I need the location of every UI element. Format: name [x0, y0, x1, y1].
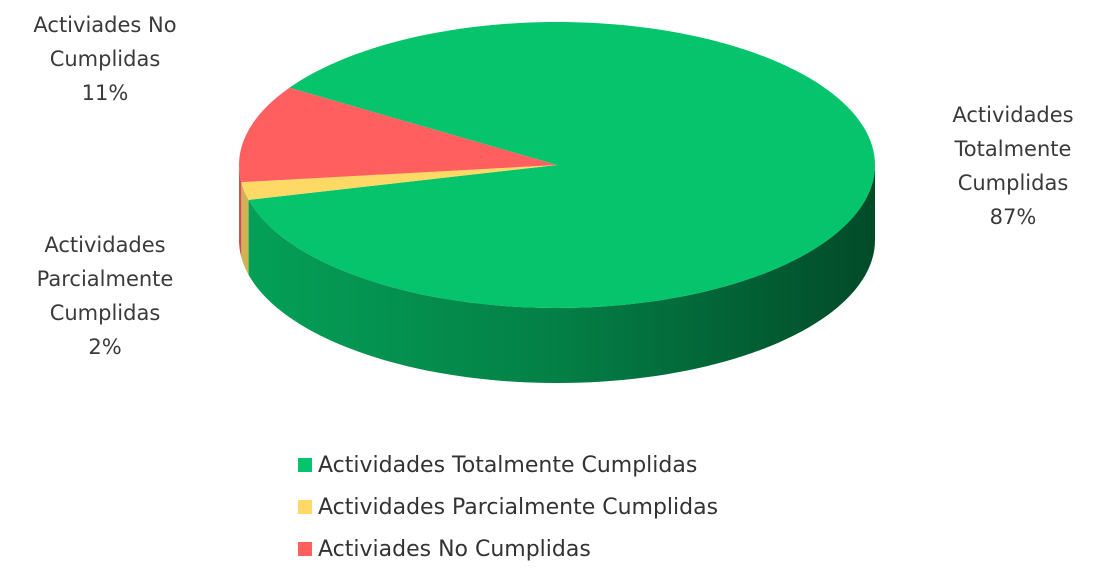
- slice: [241, 165, 558, 200]
- slice-side-shade: [241, 182, 249, 275]
- data-label-value: 11%: [81, 81, 129, 105]
- chart: [239, 22, 875, 383]
- legend-label: Activiades No Cumplidas: [318, 536, 591, 562]
- slice: [248, 22, 875, 308]
- data-label: Activiades No Cumplidas 11%: [5, 8, 205, 110]
- slice-side-shade: [248, 165, 875, 383]
- data-label-category: Actividades Parcialmente Cumplidas: [36, 233, 174, 325]
- legend-item: Actividades Parcialmente Cumplidas: [298, 486, 718, 528]
- legend-swatch: [298, 500, 312, 514]
- data-label-category: Activiades No Cumplidas: [33, 13, 177, 71]
- data-label-value: 87%: [989, 205, 1037, 229]
- slice-side-shade: [239, 165, 242, 258]
- legend-item: Actividades Totalmente Cumplidas: [298, 444, 718, 486]
- legend-item: Activiades No Cumplidas: [298, 528, 718, 570]
- legend-swatch: [298, 542, 312, 556]
- data-label-category: Actividades Totalmente Cumplidas: [952, 103, 1074, 195]
- legend-label: Actividades Totalmente Cumplidas: [318, 452, 698, 478]
- data-label-value: 2%: [88, 335, 122, 359]
- legend-label: Actividades Parcialmente Cumplidas: [318, 494, 719, 520]
- slice: [239, 87, 558, 183]
- page: {"chart_data": {"type": "pie", "categori…: [5, 8, 1094, 562]
- data-label: Actividades Totalmente Cumplidas 87%: [913, 98, 1094, 234]
- legend-swatch: [298, 458, 312, 472]
- data-label: Actividades Parcialmente Cumplidas 2%: [5, 228, 205, 364]
- legend: Actividades Totalmente Cumplidas Activida…: [298, 444, 718, 570]
